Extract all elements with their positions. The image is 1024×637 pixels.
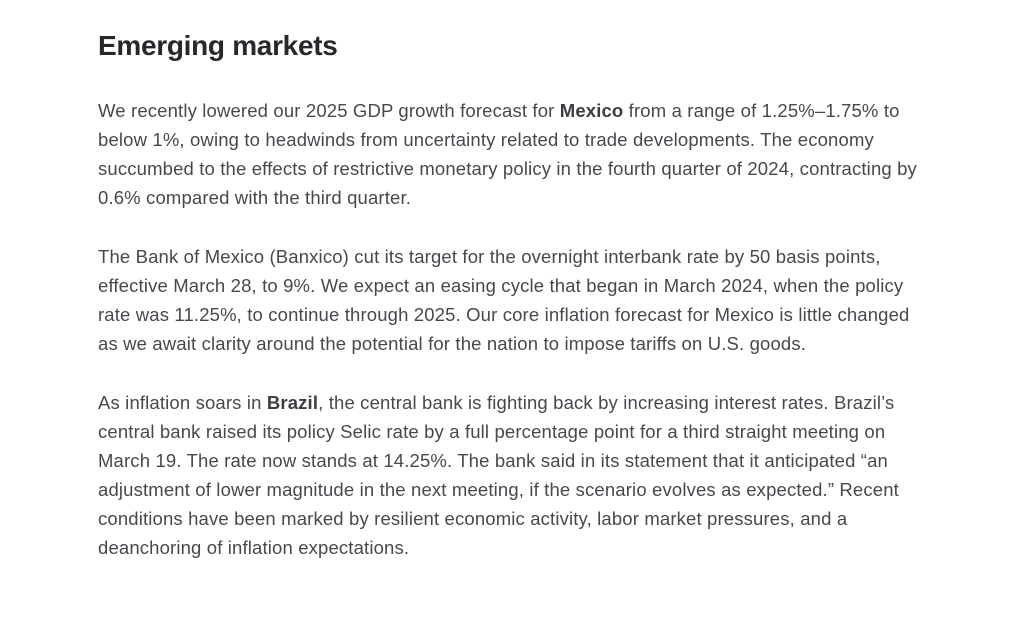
text-run: We recently lowered our 2025 GDP growth … — [98, 100, 560, 121]
paragraph-mexico-gdp: We recently lowered our 2025 GDP growth … — [98, 96, 918, 212]
text-run: , the central bank is fighting back by i… — [98, 392, 899, 558]
text-run: from a range of 1.25%–1.75% to below 1%,… — [98, 100, 917, 208]
paragraph-brazil-inflation: As inflation soars in Brazil, the centra… — [98, 388, 918, 562]
bold-term-mexico: Mexico — [559, 100, 624, 121]
article: Emerging markets We recently lowered our… — [98, 30, 918, 562]
text-run: As inflation soars in — [98, 392, 267, 413]
bold-term-brazil: Brazil — [266, 392, 319, 413]
text-run: The Bank of Mexico (Banxico) cut its tar… — [98, 246, 910, 354]
paragraph-banxico-rate: The Bank of Mexico (Banxico) cut its tar… — [98, 242, 918, 358]
page-title: Emerging markets — [98, 30, 338, 61]
